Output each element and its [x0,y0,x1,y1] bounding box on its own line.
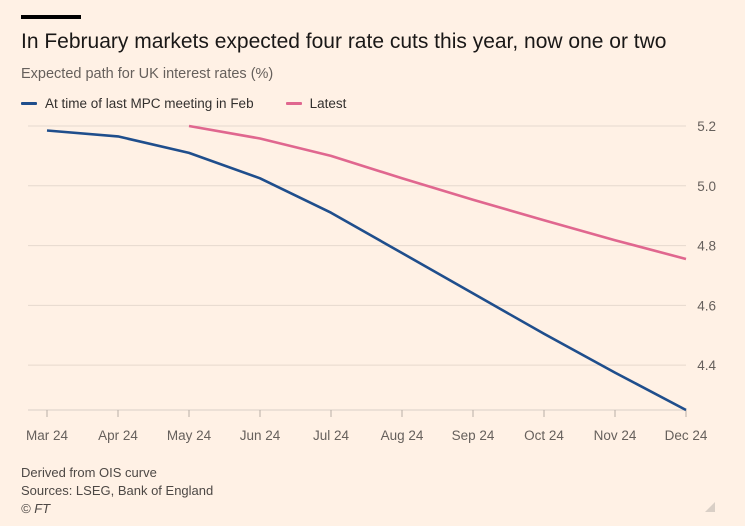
y-tick-label: 5.0 [697,179,716,194]
x-axis: Mar 24 Apr 24 May 24 Jun 24 Jul 24 Aug 24 Sep … [26,409,708,443]
legend-item-feb: At time of last MPC meeting in Feb [21,96,254,111]
series-line-feb [46,129,687,412]
footer-sources: Sources: LSEG, Bank of England [21,483,214,498]
y-tick-label: 4.8 [697,239,716,254]
x-tick-label: Jul 24 [313,428,350,443]
chart-subtitle: Expected path for UK interest rates (%) [21,66,274,82]
legend-swatch-latest [285,101,302,105]
x-tick-label: Apr 24 [98,428,138,443]
y-tick-label: 5.2 [697,119,716,134]
line-chart: 4.4 4.6 4.8 5.0 5.2 Mar 24 Apr 24 May 24 Jun 24… [26,119,716,443]
legend-label-latest: Latest [309,95,347,111]
x-tick-label: Aug 24 [381,428,424,443]
x-tick-label: Jun 24 [240,428,281,443]
chart-title: In February markets expected four rate c… [21,30,667,53]
legend-label-feb: At time of last MPC meeting in Feb [45,95,254,111]
footer-credit: © FT [21,501,51,516]
series-lines [46,124,687,412]
legend: At time of last MPC meeting in Feb Lates… [21,94,378,112]
legend-swatch-feb [21,101,37,105]
footer: Derived from OIS curve Sources: LSEG, Ba… [21,464,213,518]
x-tick-label: Nov 24 [594,428,637,443]
top-rule [21,15,81,19]
y-axis-ticks: 4.4 4.6 4.8 5.0 5.2 [697,119,716,373]
footer-note: Derived from OIS curve [21,465,157,480]
series-line-latest [188,124,687,261]
y-tick-label: 4.6 [697,298,716,313]
legend-item-latest: Latest [285,95,347,111]
x-tick-label: Dec 24 [665,428,708,443]
resize-icon [705,502,715,512]
x-tick-label: Mar 24 [26,428,69,443]
x-tick-label: Oct 24 [524,428,564,443]
x-tick-label: May 24 [167,428,212,443]
x-tick-label: Sep 24 [452,428,495,443]
gridlines [28,125,686,366]
y-tick-label: 4.4 [697,358,716,373]
